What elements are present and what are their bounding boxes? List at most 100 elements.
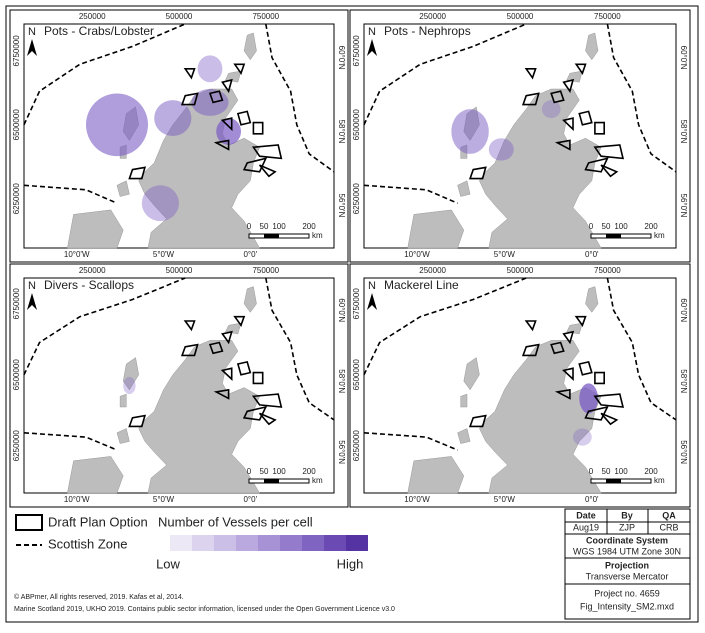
draft-plan-option	[468, 414, 487, 428]
scale-unit: km	[654, 231, 665, 240]
left-coord: 6250000	[12, 183, 21, 215]
draft-plan-option	[242, 405, 268, 421]
island	[243, 32, 257, 61]
activity-area	[216, 118, 242, 145]
color-ramp	[170, 535, 368, 551]
draft-plan-option	[521, 343, 540, 357]
scottish-zone	[265, 23, 335, 173]
left-coord: 6500000	[352, 359, 361, 391]
bottom-coord: 10°0'W	[404, 250, 430, 259]
landmass	[479, 340, 602, 494]
island	[407, 209, 465, 249]
draft-plan-option	[242, 157, 268, 173]
ramp-cell	[170, 535, 192, 551]
info-title: Coordinate System	[586, 535, 668, 545]
bottom-coord: 5°0'W	[494, 495, 516, 504]
draft-plan-option	[562, 367, 574, 381]
draft-plan-option	[128, 166, 147, 180]
legend-title: Number of Vessels per cell	[158, 514, 313, 529]
bottom-coord: 10°0'W	[64, 495, 90, 504]
island	[566, 322, 583, 335]
draft-plan-option	[236, 360, 252, 376]
draft-plan-option	[221, 78, 233, 94]
scale-tick: 50	[602, 467, 611, 476]
draft-plan-option	[183, 68, 196, 80]
scale-bar-segment	[264, 479, 279, 483]
scale-tick: 100	[272, 467, 286, 476]
island	[585, 286, 599, 313]
scottish-zone	[23, 184, 118, 204]
draft-plan-option	[594, 371, 606, 385]
island	[116, 428, 130, 444]
scale-tick: 50	[260, 222, 269, 231]
scottish-zone	[363, 432, 458, 451]
left-coord: 6500000	[352, 109, 361, 141]
legend-label: Scottish Zone	[48, 536, 128, 551]
map-panel: N Mackerel Line 250000 10°0'W 6750000 60°0'N 5…	[349, 263, 691, 508]
draft-plan-option	[468, 166, 487, 180]
activity-area	[579, 383, 598, 414]
scottish-zone	[363, 277, 527, 376]
draft-plan-option	[233, 63, 246, 76]
draft-plan-option	[600, 164, 619, 178]
draft-plan-option	[220, 117, 233, 132]
draft-plan-option	[584, 405, 609, 421]
bottom-coord: 5°0'W	[153, 250, 175, 259]
scale-unit: km	[312, 231, 323, 240]
draft-plan-option	[180, 343, 199, 357]
top-coord: 500000	[166, 12, 193, 21]
draft-plan-option	[213, 139, 230, 151]
info-project: Project no. 4659	[594, 588, 660, 598]
top-coord: 750000	[594, 266, 621, 275]
draft-plan-option	[550, 341, 565, 355]
island	[457, 428, 471, 444]
island	[122, 357, 139, 391]
map-panel: N Divers - Scallops 250000 10°0'W 6750000 60°…	[9, 263, 349, 508]
draft-plan-option	[180, 92, 199, 106]
draft-plan-option	[554, 139, 571, 151]
draft-plan-option	[574, 63, 587, 76]
scale-tick: 0	[247, 222, 252, 231]
left-coord: 6750000	[352, 288, 361, 320]
scale-tick: 0	[589, 467, 594, 476]
panel-title: Mackerel Line	[384, 278, 459, 292]
scale-tick: 100	[272, 222, 286, 231]
island	[225, 70, 242, 83]
draft-plan-option	[584, 157, 609, 173]
ramp-cell	[214, 535, 236, 551]
ramp-cell	[236, 535, 258, 551]
top-coord: 750000	[594, 12, 621, 21]
draft-plan-option	[213, 388, 230, 400]
landmass	[479, 88, 602, 249]
activity-area	[86, 93, 148, 157]
right-coord: 56°0'N	[679, 194, 688, 218]
draft-plan-option	[258, 164, 277, 178]
scottish-zone	[606, 277, 677, 421]
north-label: N	[368, 26, 376, 38]
island	[407, 456, 465, 494]
draft-plan-option	[574, 315, 587, 327]
draft-plan-option	[562, 117, 574, 132]
bottom-coord: 0°0'	[585, 250, 599, 259]
north-label: N	[28, 280, 36, 292]
right-coord: 60°0'N	[679, 46, 688, 70]
top-coord: 500000	[507, 266, 534, 275]
info-value: WGS 1984 UTM Zone 30N	[573, 546, 681, 556]
top-coord: 250000	[419, 12, 446, 21]
left-coord: 6250000	[12, 430, 21, 462]
draft-plan-option	[593, 144, 625, 160]
draft-plan-option	[562, 78, 575, 94]
draft-plan-option	[562, 330, 575, 345]
left-coord: 6250000	[352, 183, 361, 215]
legend-label: Draft Plan Option	[48, 514, 148, 529]
info-title: Projection	[605, 560, 649, 570]
scottish-zone	[265, 277, 335, 421]
map-panel: N Pots - Crabs/Lobster 250000 10°0'W 6750000…	[9, 9, 349, 263]
scale-bar-segment	[606, 479, 621, 483]
bottom-coord: 0°0'	[243, 250, 257, 259]
top-coord: 500000	[166, 266, 193, 275]
panel-title: Pots - Nephrops	[384, 24, 471, 38]
scale-bar-segment	[264, 234, 279, 238]
draft-plan-option	[252, 371, 264, 385]
scottish-zone	[606, 23, 677, 173]
